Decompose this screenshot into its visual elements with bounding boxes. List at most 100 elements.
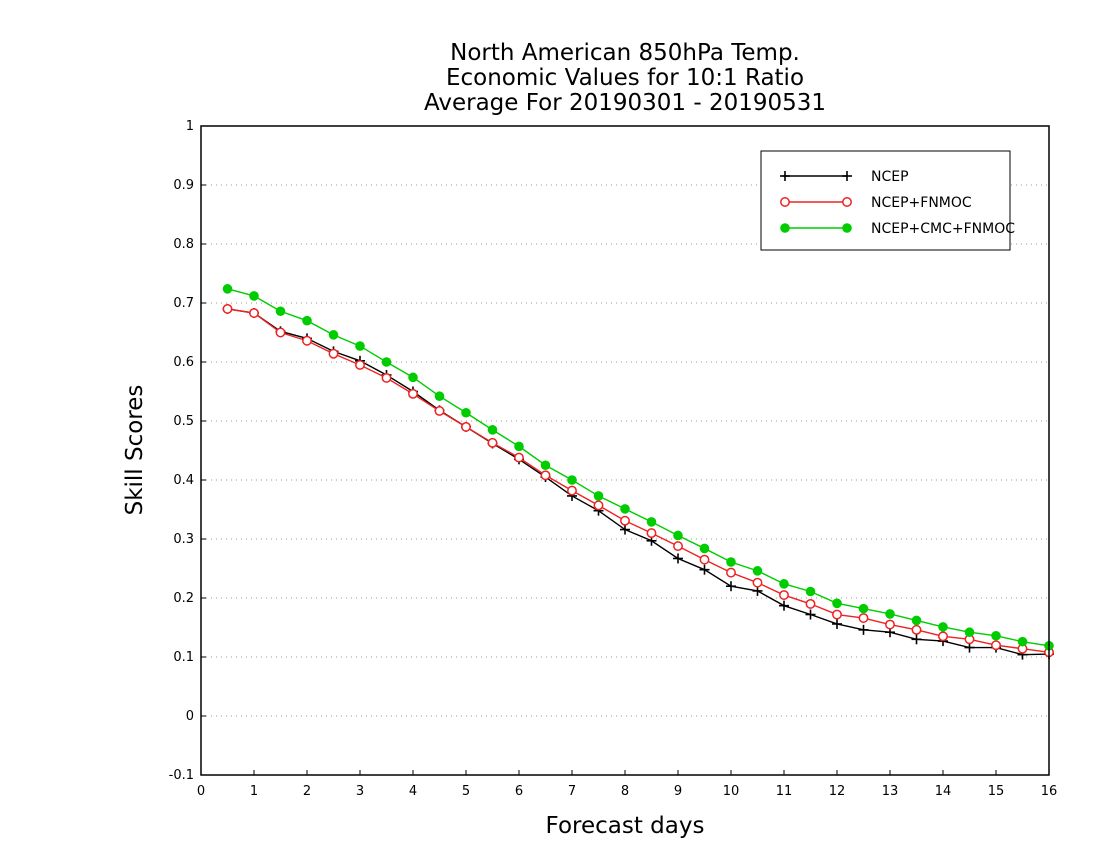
data-point bbox=[461, 407, 471, 418]
x-tick-label: 5 bbox=[462, 784, 470, 799]
data-point bbox=[222, 303, 233, 314]
data-point bbox=[699, 554, 710, 565]
data-point bbox=[699, 564, 710, 575]
y-tick-label: 0.5 bbox=[173, 414, 194, 429]
data-point bbox=[302, 315, 312, 326]
data-point bbox=[646, 517, 657, 527]
legend-entry: NCEP+FNMOC bbox=[780, 195, 972, 211]
series-layer bbox=[222, 284, 1054, 660]
legend-marker-end bbox=[842, 171, 852, 181]
y-tick-label: 1 bbox=[186, 119, 194, 134]
series-line bbox=[227, 308, 1050, 653]
x-tick-label: 1 bbox=[250, 784, 258, 799]
data-point bbox=[620, 515, 630, 526]
plot-frame bbox=[200, 125, 1050, 776]
data-point bbox=[885, 609, 895, 619]
y-tick-label: 0.1 bbox=[173, 650, 194, 665]
legend-marker-start bbox=[780, 223, 790, 233]
data-point bbox=[249, 291, 259, 301]
legend-label: NCEP bbox=[871, 169, 909, 185]
legend-marker-start bbox=[780, 171, 790, 181]
data-point bbox=[911, 615, 922, 626]
data-point bbox=[620, 504, 630, 514]
data-point bbox=[302, 335, 312, 346]
series-ncep bbox=[222, 303, 1054, 660]
data-point bbox=[832, 609, 842, 620]
data-point bbox=[487, 425, 498, 435]
data-point bbox=[487, 437, 498, 448]
data-point bbox=[620, 524, 630, 535]
data-point bbox=[673, 541, 683, 552]
legend-entry: NCEP bbox=[780, 169, 909, 185]
y-tick-label: 0 bbox=[186, 709, 194, 724]
data-point bbox=[593, 491, 604, 501]
data-point bbox=[779, 590, 789, 600]
legend-marker-start bbox=[780, 197, 790, 207]
data-point bbox=[938, 622, 948, 632]
legend-marker-end bbox=[842, 197, 852, 207]
data-point bbox=[699, 543, 710, 554]
x-tick-label: 8 bbox=[621, 784, 629, 799]
series-ncep-fnmoc bbox=[222, 303, 1054, 658]
legend-entry: NCEP+CMC+FNMOC bbox=[780, 221, 1015, 237]
data-point bbox=[991, 630, 1001, 641]
y-tick-label: 0.4 bbox=[173, 473, 194, 488]
data-point bbox=[832, 598, 842, 609]
x-tick-label: 12 bbox=[829, 784, 846, 799]
legend-label: NCEP+CMC+FNMOC bbox=[871, 221, 1015, 237]
chart-title-line-3: Average For 20190301 - 20190531 bbox=[424, 90, 826, 116]
data-point bbox=[964, 627, 975, 638]
data-point bbox=[805, 598, 816, 609]
data-point bbox=[991, 640, 1001, 651]
legend-box bbox=[760, 150, 1011, 251]
data-point bbox=[805, 609, 816, 620]
data-point bbox=[779, 600, 789, 611]
x-tick-label: 10 bbox=[723, 784, 740, 799]
data-point bbox=[911, 634, 922, 645]
y-tick-label: 0.8 bbox=[173, 237, 194, 252]
data-point bbox=[885, 619, 895, 630]
data-point bbox=[752, 566, 763, 576]
series-line bbox=[227, 288, 1050, 647]
y-tick-label: -0.1 bbox=[169, 768, 194, 783]
data-point bbox=[752, 577, 763, 588]
x-tick-label: 13 bbox=[882, 784, 899, 799]
y-tick-label: 0.9 bbox=[173, 178, 194, 193]
y-tick-label: 0.2 bbox=[173, 591, 194, 606]
x-tick-label: 7 bbox=[568, 784, 576, 799]
data-point bbox=[540, 460, 551, 471]
gridlines bbox=[201, 184, 1049, 717]
data-point bbox=[805, 586, 816, 597]
data-point bbox=[779, 579, 789, 589]
data-point bbox=[673, 530, 683, 541]
x-tick-label: 6 bbox=[515, 784, 523, 799]
data-point bbox=[355, 341, 365, 351]
x-tick-label: 11 bbox=[776, 784, 793, 799]
y-tick-label: 0.7 bbox=[173, 296, 194, 311]
chart-title-line-1: North American 850hPa Temp. bbox=[450, 40, 800, 66]
data-point bbox=[858, 613, 869, 624]
data-point bbox=[567, 485, 577, 496]
data-point bbox=[858, 603, 869, 614]
data-point bbox=[673, 553, 683, 564]
chart-title-line-2: Economic Values for 10:1 Ratio bbox=[446, 65, 804, 91]
data-point bbox=[567, 475, 577, 485]
data-point bbox=[434, 391, 445, 402]
data-point bbox=[275, 306, 286, 317]
series-ncep-cmc-fnmoc bbox=[222, 284, 1054, 651]
x-tick-label: 0 bbox=[197, 784, 205, 799]
data-point bbox=[461, 421, 471, 432]
y-tick-label: 0.3 bbox=[173, 532, 194, 547]
data-point bbox=[408, 388, 418, 399]
x-tick-label: 2 bbox=[303, 784, 311, 799]
data-point bbox=[726, 581, 736, 592]
data-point bbox=[328, 330, 339, 340]
data-point bbox=[911, 624, 922, 635]
data-point bbox=[381, 357, 392, 367]
data-point bbox=[832, 618, 842, 629]
legend: NCEP NCEP+FNMOC NCEP+CMC+FNMOC bbox=[760, 150, 1015, 251]
data-point bbox=[328, 348, 339, 359]
data-point bbox=[408, 372, 418, 383]
data-point bbox=[222, 284, 233, 294]
x-tick-label: 3 bbox=[356, 784, 364, 799]
